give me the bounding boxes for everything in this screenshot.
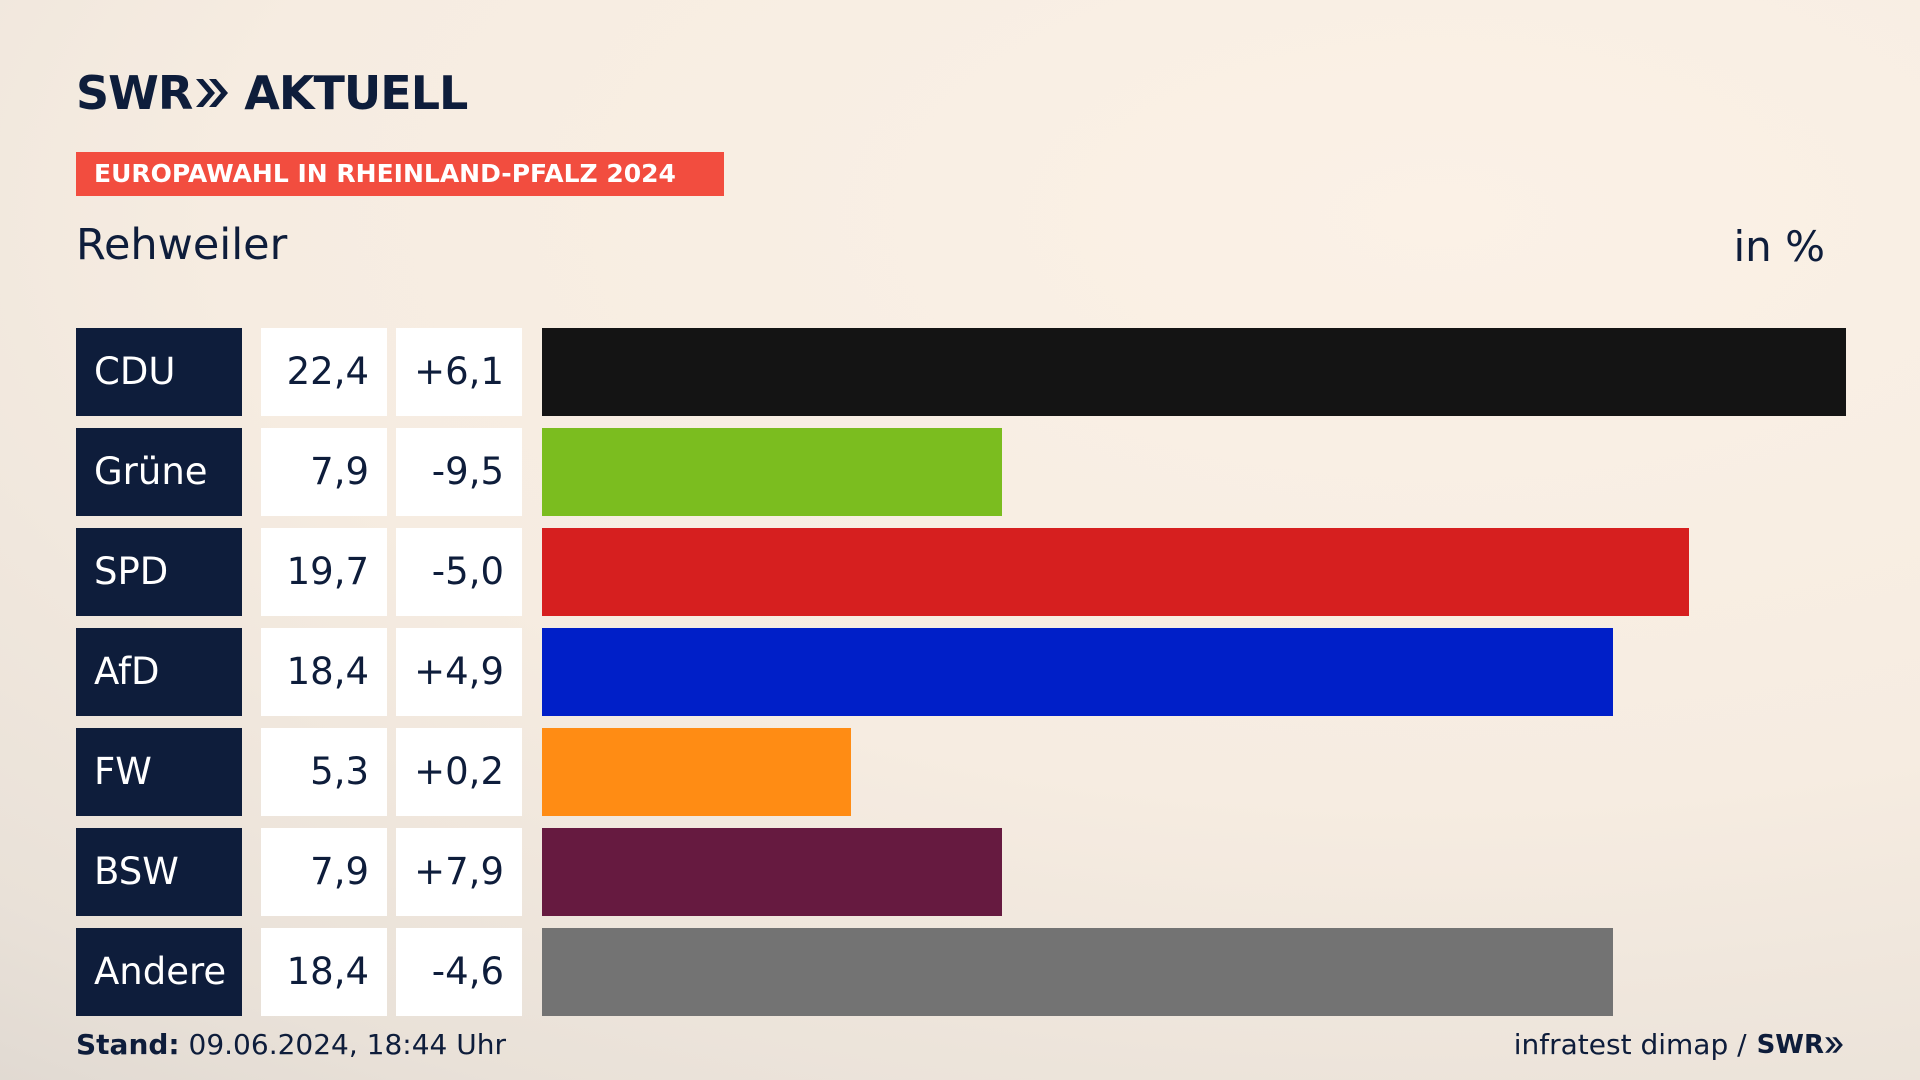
timestamp: Stand: 09.06.2024, 18:44 Uhr — [76, 1028, 506, 1061]
vote-change-value: +6,1 — [396, 328, 522, 416]
election-banner: EUROPAWAHL IN RHEINLAND-PFALZ 2024 — [76, 152, 724, 196]
result-bar — [542, 928, 1613, 1016]
result-row: Andere 18,4 -4,6 — [76, 928, 1846, 1016]
result-bar — [542, 528, 1689, 616]
stand-value: 09.06.2024, 18:44 Uhr — [188, 1028, 506, 1061]
result-row: BSW 7,9 +7,9 — [76, 828, 1846, 916]
source-logo-text: SWR — [1756, 1029, 1824, 1060]
party-label: CDU — [76, 328, 242, 416]
vote-share-value: 7,9 — [261, 428, 387, 516]
source-text: infratest dimap / — [1513, 1028, 1747, 1061]
vote-change-value: -4,6 — [396, 928, 522, 1016]
party-label: SPD — [76, 528, 242, 616]
party-label: FW — [76, 728, 242, 816]
vote-share-value: 5,3 — [261, 728, 387, 816]
result-bar — [542, 628, 1613, 716]
source-credit: infratest dimap / SWR — [1514, 1028, 1844, 1061]
place-title: Rehweiler — [76, 220, 288, 270]
party-label: AfD — [76, 628, 242, 716]
unit-label: in % — [1733, 222, 1825, 271]
party-label: Grüne — [76, 428, 242, 516]
vote-share-value: 19,7 — [261, 528, 387, 616]
vote-share-value: 22,4 — [261, 328, 387, 416]
result-row: Grüne 7,9 -9,5 — [76, 428, 1846, 516]
party-label: BSW — [76, 828, 242, 916]
vote-change-value: +7,9 — [396, 828, 522, 916]
vote-change-value: -9,5 — [396, 428, 522, 516]
stand-label: Stand: — [76, 1028, 180, 1061]
logo-aktuell-text: AKTUELL — [244, 66, 468, 120]
party-label: Andere — [76, 928, 242, 1016]
vote-share-value: 18,4 — [261, 628, 387, 716]
result-row: CDU 22,4 +6,1 — [76, 328, 1846, 416]
vote-share-value: 7,9 — [261, 828, 387, 916]
vote-change-value: -5,0 — [396, 528, 522, 616]
result-row: FW 5,3 +0,2 — [76, 728, 1846, 816]
result-bar — [542, 328, 1846, 416]
source-chevron-icon — [1825, 1036, 1843, 1053]
logo-swr-text: SWR — [76, 66, 193, 120]
vote-change-value: +4,9 — [396, 628, 522, 716]
result-row: AfD 18,4 +4,9 — [76, 628, 1846, 716]
double-chevron-icon — [194, 77, 230, 109]
result-bar — [542, 828, 1002, 916]
result-bar — [542, 728, 851, 816]
result-row: SPD 19,7 -5,0 — [76, 528, 1846, 616]
source-logo: SWR — [1757, 1030, 1844, 1060]
vote-share-value: 18,4 — [261, 928, 387, 1016]
swr-aktuell-logo: SWR AKTUELL — [76, 66, 468, 120]
result-bar — [542, 428, 1002, 516]
vote-change-value: +0,2 — [396, 728, 522, 816]
